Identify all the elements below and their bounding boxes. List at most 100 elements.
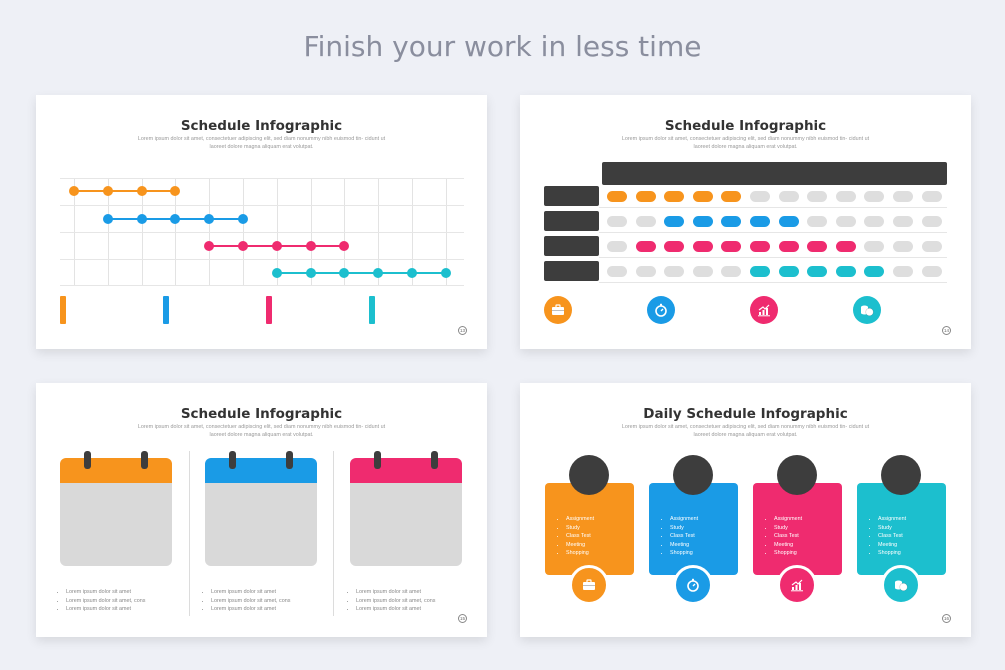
month-dot [238,241,248,251]
empty-pill [893,216,913,227]
calendar-ring [431,451,438,469]
chart-icon [777,565,817,605]
empty-pill [835,191,856,202]
active-pill [778,216,799,227]
calendar-ring [141,451,148,469]
active-pill [778,266,799,277]
slide-subtitle: Lorem ipsum dolor sit amet, consectetuer… [621,424,870,438]
grid-line [60,232,464,233]
bullet-item: Lorem ipsum dolor sit amet [211,588,290,597]
active-pill [664,191,685,202]
calendar-card [60,451,172,566]
day-card: AssignmentStudyClass TestMeetingShopping [545,483,634,575]
empty-pill [864,216,885,227]
month-dot [238,214,248,224]
day-item: Shopping [774,549,802,558]
stopwatch-icon [673,565,713,605]
active-pill [692,216,713,227]
empty-pill [807,191,828,202]
active-pill [750,266,770,277]
day-item: Study [878,524,906,533]
grid-line [60,285,464,286]
bullet-item: Lorem ipsum dolor sit amet, cons [66,597,145,606]
grid-line [310,178,312,285]
calendar-ring [84,451,91,469]
calendar-body [60,483,172,566]
active-pill [664,241,685,252]
day-items: AssignmentStudyClass TestMeetingShopping [871,515,906,558]
active-pill [750,241,770,252]
grid-line [60,205,464,206]
empty-pill [921,241,942,252]
empty-pill [921,216,942,227]
row-line [599,257,947,258]
bullet-item: Lorem ipsum dolor sit amet [356,588,435,597]
empty-pill [635,266,656,277]
active-pill [807,266,828,277]
slide-calendar-events[interactable]: Schedule Infographic Lorem ipsum dolor s… [36,383,487,637]
empty-pill [607,241,627,252]
active-pill [692,191,713,202]
event-bullets: Lorem ipsum dolor sit ametLorem ipsum do… [58,588,145,614]
bullet-item: Lorem ipsum dolor sit amet [66,605,145,614]
day-item: Meeting [878,541,906,550]
bullet-item: Lorem ipsum dolor sit amet [66,588,145,597]
calendar-ring [374,451,381,469]
grid-line [60,259,464,260]
month-dot [102,214,113,224]
bullet-item: Lorem ipsum dolor sit amet, cons [211,597,290,606]
slide-timeline-gantt[interactable]: Schedule Infographic Lorem ipsum dolor s… [36,95,487,349]
grid-line [175,178,177,285]
stopwatch-icon [647,296,675,324]
day-item: Assignment [774,515,802,524]
slide-daily-schedule[interactable]: Daily Schedule Infographic Lorem ipsum d… [520,383,971,637]
slide-subtitle: Lorem ipsum dolor sit amet, consectetuer… [621,136,870,150]
calendar-body [205,483,317,566]
task-bar [74,190,176,192]
calendar-header [205,458,317,483]
day-badge [569,455,609,495]
empty-pill [864,241,885,252]
active-pill [607,191,627,202]
calendar-card [350,451,462,566]
day-badge [777,455,817,495]
task-label [544,186,599,206]
empty-pill [893,241,913,252]
month-dot [339,241,350,251]
slide-subtitle: Lorem ipsum dolor sit amet, consectetuer… [137,424,386,438]
grid-line [276,178,278,285]
empty-pill [921,266,942,277]
row-line [599,207,947,208]
month-dot [204,241,215,251]
month-dot [136,186,147,196]
active-pill [721,216,742,227]
active-pill [635,191,656,202]
slide-task-grid[interactable]: Schedule Infographic Lorem ipsum dolor s… [520,95,971,349]
month-dot [136,214,147,224]
day-badge [673,455,713,495]
legend-color [369,296,375,324]
day-item: Shopping [566,549,594,558]
active-pill [721,191,742,202]
grid-line [445,178,447,285]
day-item: Class Test [670,532,698,541]
task-bar [276,272,446,274]
legend-color [266,296,272,324]
briefcase-icon [569,565,609,605]
active-pill [778,241,799,252]
slide-title: Daily Schedule Infographic [643,406,848,422]
month-header-bar [602,162,947,185]
page-number: 16 [942,614,951,623]
legend-color [163,296,169,324]
empty-pill [778,191,799,202]
day-item: Assignment [670,515,698,524]
grid-line [209,178,211,285]
empty-pill [607,216,627,227]
grid-line [378,178,380,285]
page-title: Finish your work in less time [303,30,702,63]
coins-icon [853,296,881,324]
day-item: Study [670,524,698,533]
slide-title: Schedule Infographic [180,406,343,422]
day-item: Shopping [878,549,906,558]
day-item: Class Test [774,532,802,541]
